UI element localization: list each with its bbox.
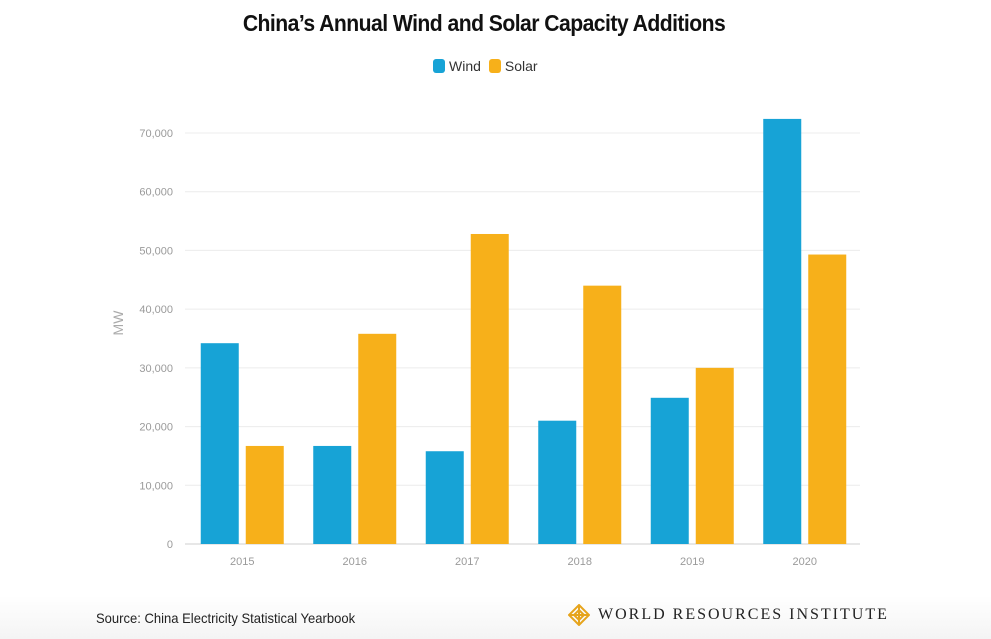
legend-item-solar[interactable]: Solar bbox=[488, 58, 538, 74]
wri-logo-icon bbox=[568, 604, 590, 626]
y-tick-label: 50,000 bbox=[139, 245, 173, 257]
bar-solar-2017[interactable]: Solar 2017: 52,800 MW bbox=[470, 233, 509, 544]
legend-label-solar: Solar bbox=[504, 58, 538, 74]
x-tick-label: 2015 bbox=[230, 556, 254, 568]
bar-wind-2018[interactable]: Wind 2018: 21,000 MW bbox=[538, 420, 577, 544]
bar-solar-2015[interactable]: Solar 2015: 16,700 MW bbox=[245, 445, 284, 544]
y-tick-label: 10,000 bbox=[139, 480, 173, 492]
legend-swatch-solar bbox=[488, 59, 501, 73]
y-axis-label: MW bbox=[110, 310, 126, 336]
legend-label-wind: Wind bbox=[449, 58, 481, 74]
brand-logo[interactable]: WORLD RESOURCES INSTITUTE bbox=[568, 604, 889, 626]
bar-wind-2016[interactable]: Wind 2016: 16,700 MW bbox=[313, 445, 352, 544]
footer-background bbox=[0, 596, 991, 639]
x-tick-label: 2019 bbox=[680, 556, 704, 568]
bars-layer: Wind 2015: 34,200 MWSolar 2015: 16,700 M… bbox=[200, 118, 847, 544]
x-tick-label: 2018 bbox=[568, 556, 592, 568]
bar-solar-2020[interactable]: Solar 2020: 49,300 MW bbox=[808, 254, 847, 544]
source-note: Source: China Electricity Statistical Ye… bbox=[96, 610, 356, 626]
x-tick-label: 2017 bbox=[455, 556, 479, 568]
legend-item-wind[interactable]: Wind bbox=[433, 58, 481, 74]
bar-wind-2019[interactable]: Wind 2019: 24,900 MW bbox=[650, 397, 689, 544]
y-tick-label: 40,000 bbox=[139, 304, 173, 316]
bar-wind-2020[interactable]: Wind 2020: 72,400 MW bbox=[763, 118, 802, 544]
labels-layer: 0 10,000 20,000 30,000 40,000 50,000 60,000 70,… bbox=[110, 128, 817, 568]
y-tick-label: 30,000 bbox=[139, 363, 173, 375]
bar-wind-2015[interactable]: Wind 2015: 34,200 MW bbox=[200, 343, 239, 544]
brand-name: WORLD RESOURCES INSTITUTE bbox=[598, 606, 889, 623]
bar-wind-2017[interactable]: Wind 2017: 15,800 MW bbox=[425, 451, 464, 544]
legend-swatch-wind bbox=[433, 59, 445, 73]
bar-solar-2018[interactable]: Solar 2018: 44,000 MW bbox=[583, 285, 622, 544]
x-tick-label: 2016 bbox=[343, 556, 367, 568]
y-tick-label: 20,000 bbox=[139, 422, 173, 434]
grid-layer bbox=[185, 132, 860, 545]
y-tick-label: 60,000 bbox=[139, 187, 173, 199]
y-tick-label: 0 bbox=[167, 539, 173, 551]
x-tick-label: 2020 bbox=[793, 556, 817, 568]
chart-legend: Wind Solar bbox=[433, 58, 540, 74]
bar-solar-2019[interactable]: Solar 2019: 30,000 MW bbox=[695, 367, 734, 544]
chart-title: China’s Annual Wind and Solar Capacity A… bbox=[242, 10, 726, 36]
bar-solar-2016[interactable]: Solar 2016: 35,800 MW bbox=[358, 333, 397, 544]
y-tick-label: 70,000 bbox=[139, 128, 173, 140]
bar-chart: Wind 2015: 34,200 MWSolar 2015: 16,700 M… bbox=[110, 118, 860, 568]
